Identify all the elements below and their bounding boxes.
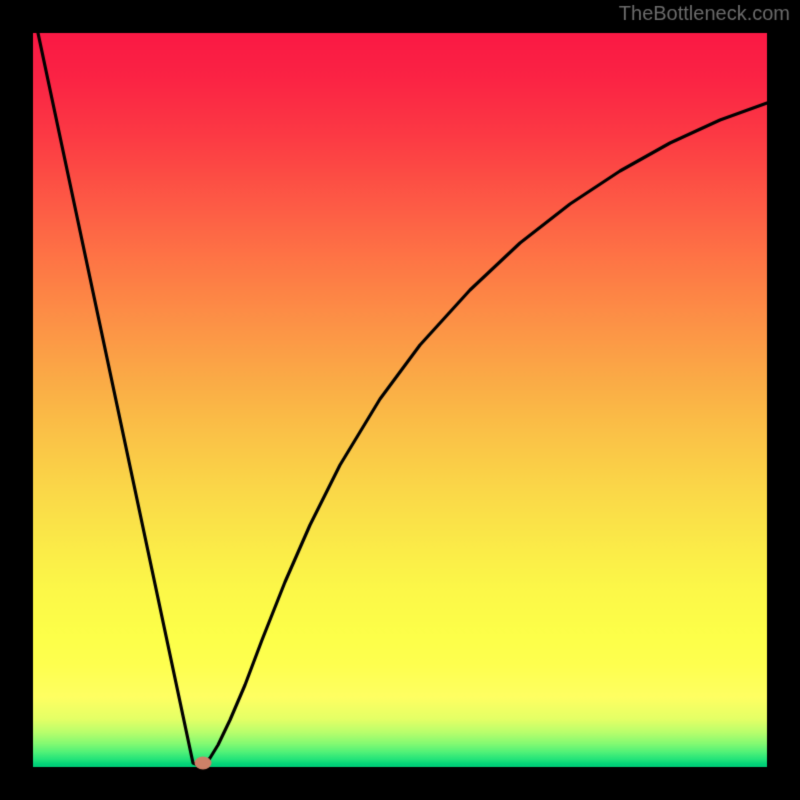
bottleneck-chart xyxy=(0,0,800,800)
